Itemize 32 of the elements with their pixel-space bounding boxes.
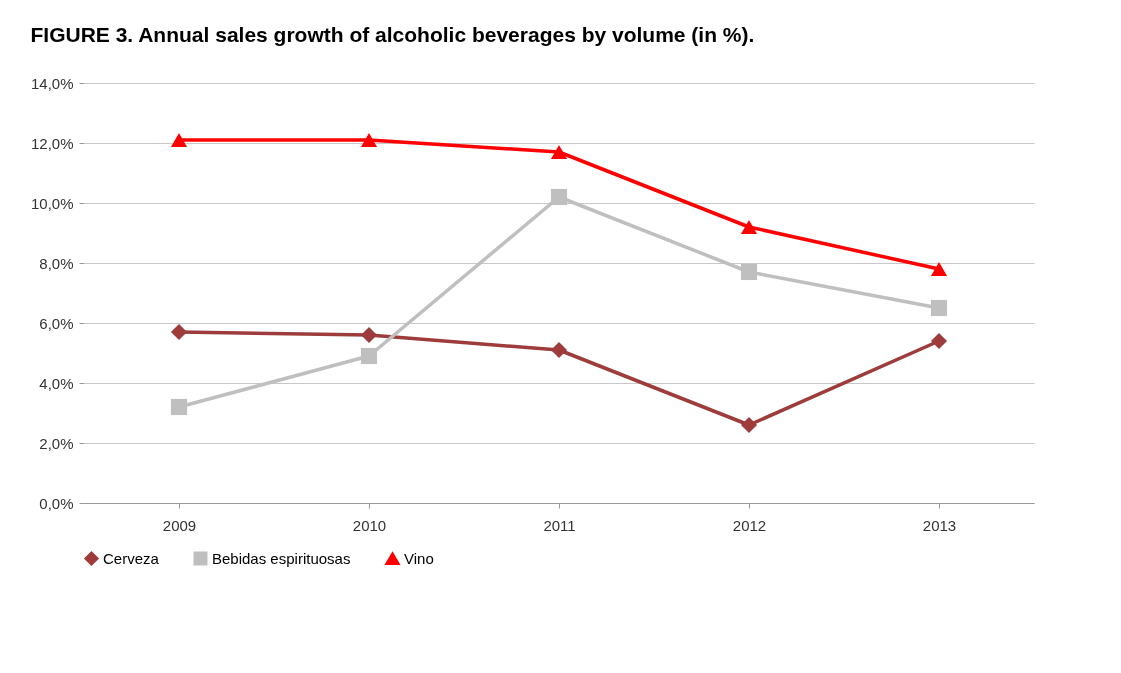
y-tick-label: 8,0% [39,254,74,272]
y-tick-label: 12,0% [30,134,74,152]
point [550,145,568,159]
x-tick-label: 2011 [543,516,576,534]
point [740,220,758,234]
legend-label: Cerveza [103,549,160,567]
point [170,323,188,341]
x-tick-label: 2012 [732,516,767,534]
point [930,332,948,350]
point [930,299,948,317]
point [360,133,378,147]
point [740,416,758,434]
point [170,398,188,416]
y-tick-label: 14,0% [30,74,74,92]
point [170,133,188,147]
point [550,188,568,206]
y-tick-label: 10,0% [30,194,74,212]
x-tick-label: 2010 [352,516,387,534]
point [550,341,568,359]
point [360,347,378,365]
y-tick-label: 0,0% [39,494,74,512]
point [930,262,948,276]
chart-title: FIGURE 3. Annual sales growth of alcoholic beverages by volume (in %). [30,23,755,46]
legend-label: Bebidas espirituosas [212,549,351,567]
x-tick-label: 2013 [922,516,957,534]
legend-label: Vino [404,549,434,567]
y-tick-label: 6,0% [39,314,74,332]
point [360,326,378,344]
y-tick-label: 4,0% [39,374,74,392]
y-tick-label: 2,0% [39,434,74,452]
x-tick-label: 2009 [162,516,197,534]
point [740,263,758,281]
